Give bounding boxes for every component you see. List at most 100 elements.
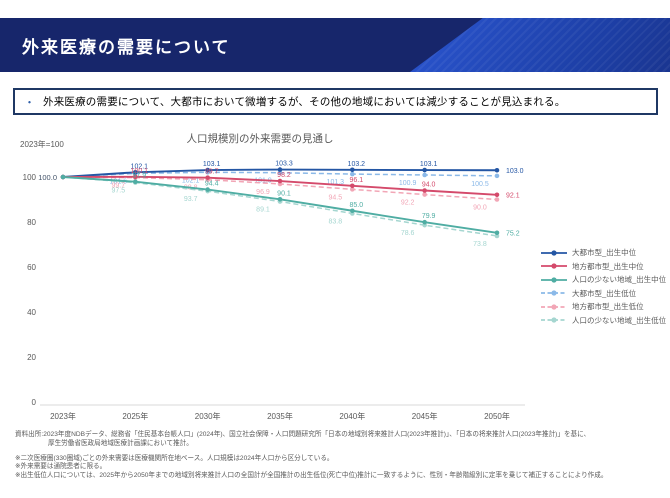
chart-legend: 大都市型_出生中位 地方都市型_出生中位人口の少ない地域_出生中位 大都市型_出生低… (540, 246, 666, 327)
footer: 資料出所:2023年度NDBデータ、総務省「住民基本台帳人口」(2024年)、国… (15, 431, 663, 480)
x-axis-tick-label: 2025年 (122, 411, 148, 421)
data-point-marker (494, 173, 500, 179)
x-axis-tick-label: 2023年 (50, 411, 76, 421)
legend-line-sample (541, 290, 567, 296)
footnote: ※二次医療圏(330圏域)ごとの外来需要は医療機関所在地ベース。人口規模は202… (15, 455, 334, 463)
legend-label: 地方都市型_出生低位 (572, 302, 644, 312)
data-label: 99.7 (205, 169, 219, 176)
data-label: 93.7 (184, 196, 198, 203)
data-label: 100.9 (399, 180, 417, 187)
legend-label: 地方都市型_出生中位 (572, 261, 644, 271)
data-point-marker (422, 219, 427, 225)
data-label: 94.5 (329, 194, 343, 201)
legend-label: 人口の少ない地域_出生低位 (572, 315, 667, 325)
x-axis-tick-label: 2045年 (412, 411, 438, 421)
data-label: 75.2 (506, 230, 520, 237)
legend-line-sample (541, 304, 567, 310)
data-point-marker (494, 233, 500, 239)
data-point-marker (133, 179, 138, 185)
data-label: 101.9 (254, 178, 272, 185)
legend-line-sample (541, 277, 567, 283)
data-point-marker (350, 208, 355, 214)
legend-label: 人口の少ない地域_出生中位 (572, 275, 667, 285)
data-label: 78.6 (401, 230, 415, 237)
data-label: 94.4 (205, 181, 219, 188)
summary-text: 外来医療の需要について、大都市において微増するが、その他の地域においては減少する… (43, 96, 566, 108)
data-label: 96.9 (256, 189, 270, 196)
data-point-marker (350, 187, 355, 192)
data-label: 92.2 (401, 200, 415, 207)
data-label: 94.0 (422, 182, 436, 189)
data-label: 73.8 (473, 241, 487, 248)
source-line: 資料出所:2023年度NDBデータ、総務省「住民基本台帳人口」(2024年)、国… (15, 431, 591, 438)
legend-item: 人口の少ない地域_出生中位 (540, 273, 666, 287)
legend-line-sample (541, 317, 567, 323)
data-point-marker (422, 188, 427, 193)
data-point-marker (277, 167, 283, 172)
x-axis-tick-label: 2035年 (267, 411, 293, 421)
data-label: 103.1 (420, 161, 438, 168)
data-label: 101.3 (327, 179, 345, 186)
legend-item: 大都市型_出生低位 (540, 287, 666, 301)
data-label: 98.2 (277, 172, 291, 179)
y-axis-tick-label: 20 (27, 353, 36, 362)
data-label: 79.9 (422, 213, 436, 220)
x-axis-tick-label: 2030年 (195, 411, 221, 421)
data-point-marker (422, 172, 427, 178)
data-point-marker (205, 167, 210, 173)
legend-line-sample (541, 263, 567, 269)
data-point-marker (133, 169, 138, 175)
data-point-marker (494, 167, 500, 173)
data-point-marker (277, 178, 283, 184)
header-band: 外来医療の需要について (0, 18, 670, 72)
data-label: 85.0 (350, 202, 364, 209)
y-axis-tick-label: 60 (27, 263, 36, 272)
chart-title: 人口規模別の外来需要の見通し (186, 133, 334, 145)
data-point-marker (494, 230, 500, 236)
data-label: 83.8 (329, 218, 343, 225)
data-label: 102.1 (182, 177, 200, 184)
y-axis-tick-label: 40 (27, 308, 36, 317)
y-axis-tick-label: 100 (23, 173, 37, 182)
x-axis-tick-label: 2040年 (339, 411, 365, 421)
data-point-marker (205, 175, 210, 180)
data-point-marker (60, 174, 66, 180)
data-label: 103.1 (203, 161, 221, 168)
summary-box: ・ 外来医療の需要について、大都市において微増するが、その他の地域においては減少… (13, 88, 658, 115)
x-axis-tick-label: 2050年 (484, 411, 510, 421)
footnote: ※出生低位人口については、2025年から2050年までの地域別将来推計人口の全国… (15, 471, 608, 479)
bullet-icon: ・ (24, 96, 35, 109)
data-point-marker (422, 167, 427, 173)
data-label: 96.1 (350, 177, 364, 184)
data-point-marker (494, 192, 500, 198)
footnote: ※外来需要は通院患者に限る。 (15, 463, 107, 471)
data-label: 100.5 (471, 181, 489, 188)
data-label: 100.1 (131, 168, 149, 175)
data-label: 97.9 (133, 173, 147, 180)
data-point-marker (350, 183, 355, 189)
data-label: 103.3 (275, 161, 293, 168)
data-point-marker (133, 174, 138, 180)
data-point-marker (205, 187, 210, 192)
legend-item: 地方都市型_出生低位 (540, 300, 666, 314)
legend-item: 大都市型_出生中位 (540, 246, 666, 260)
legend-line-sample (541, 250, 567, 256)
data-point-marker (422, 192, 427, 197)
legend-item: 人口の少ない地域_出生低位 (540, 314, 666, 328)
data-point-marker (350, 171, 355, 177)
data-label: 92.1 (506, 192, 520, 199)
data-label: 99.7 (112, 183, 126, 190)
data-label: 90.0 (473, 205, 487, 212)
data-label: 90.1 (277, 190, 291, 197)
data-label: 97.5 (112, 188, 126, 195)
data-point-marker (350, 167, 355, 173)
data-point-marker (277, 170, 283, 176)
chart-baseline-note: 2023年=100 (20, 140, 64, 149)
data-point-marker (277, 196, 283, 202)
legend-label: 大都市型_出生低位 (572, 288, 637, 298)
data-point-marker (494, 197, 500, 202)
data-label: 102.1 (131, 163, 149, 170)
start-value-label: 100.0 (38, 173, 57, 182)
data-label: 89.1 (256, 207, 270, 214)
